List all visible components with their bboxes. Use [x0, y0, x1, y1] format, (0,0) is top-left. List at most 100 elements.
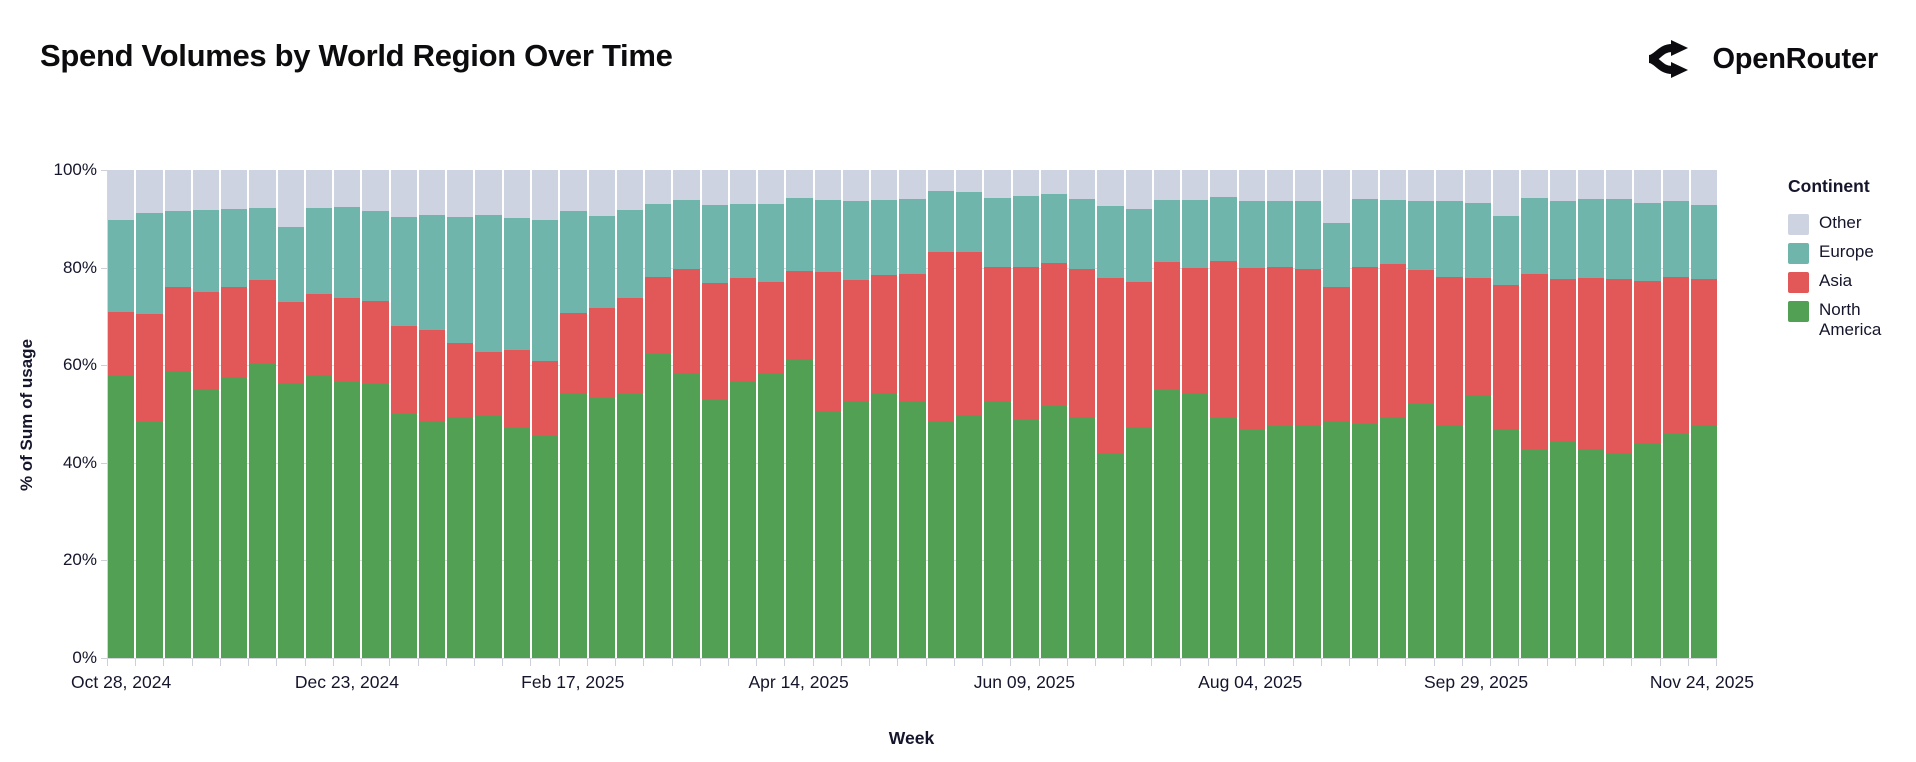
bar-segment-other[interactable] [249, 170, 276, 208]
bar-segment-europe[interactable] [1323, 223, 1350, 288]
bar-segment-north-america[interactable] [1577, 448, 1605, 658]
bar-segment-other[interactable] [531, 170, 559, 220]
bar-segment-other[interactable] [1153, 170, 1181, 200]
bar-segment-other[interactable] [701, 170, 728, 205]
bar-segment-europe[interactable] [1408, 200, 1435, 271]
bar-segment-other[interactable] [503, 170, 530, 219]
bar-segment-north-america[interactable] [927, 421, 954, 658]
bar-week-mar-10-2025[interactable] [645, 170, 672, 658]
bar-week-oct-27-2025[interactable] [1577, 170, 1605, 658]
bar-week-apr-28-2025[interactable] [842, 170, 870, 658]
bar-segment-north-america[interactable] [673, 373, 700, 658]
bar-segment-other[interactable] [1323, 170, 1350, 224]
bar-segment-asia[interactable] [899, 273, 926, 402]
bar-segment-asia[interactable] [1690, 279, 1718, 426]
bar-week-may-12-2025[interactable] [899, 170, 926, 658]
bar-segment-north-america[interactable] [475, 416, 502, 658]
bar-segment-north-america[interactable] [1351, 423, 1378, 658]
bar-week-oct-28-2024[interactable] [108, 170, 135, 658]
bar-segment-europe[interactable] [108, 220, 135, 313]
bar-segment-europe[interactable] [1436, 200, 1463, 278]
bar-week-jun-02-2025[interactable] [984, 170, 1011, 658]
bar-segment-asia[interactable] [1351, 266, 1378, 424]
bar-segment-asia[interactable] [842, 280, 870, 401]
bar-week-dec-02-2024[interactable] [249, 170, 276, 658]
bar-segment-europe[interactable] [729, 203, 757, 279]
bar-segment-asia[interactable] [1040, 263, 1068, 406]
bar-week-jun-16-2025[interactable] [1040, 170, 1068, 658]
bar-segment-asia[interactable] [927, 251, 954, 422]
bar-week-sep-08-2025[interactable] [1379, 170, 1407, 658]
bar-segment-other[interactable] [362, 170, 389, 211]
bar-segment-north-america[interactable] [842, 400, 870, 658]
bar-segment-europe[interactable] [842, 201, 870, 281]
bar-segment-other[interactable] [221, 170, 248, 210]
bar-segment-europe[interactable] [334, 207, 361, 298]
bar-segment-other[interactable] [136, 170, 163, 214]
bar-segment-north-america[interactable] [729, 380, 757, 658]
bar-segment-north-america[interactable] [1690, 425, 1718, 658]
bar-segment-europe[interactable] [1493, 216, 1520, 286]
bar-week-may-19-2025[interactable] [927, 170, 954, 658]
bar-week-oct-20-2025[interactable] [1549, 170, 1576, 658]
bar-segment-europe[interactable] [136, 213, 163, 314]
bar-segment-other[interactable] [1040, 170, 1068, 195]
bar-segment-other[interactable] [164, 170, 191, 211]
bar-week-nov-18-2024[interactable] [192, 170, 220, 658]
bar-segment-other[interactable] [927, 170, 954, 192]
bar-segment-europe[interactable] [221, 209, 248, 288]
bar-segment-other[interactable] [955, 170, 983, 192]
bar-segment-europe[interactable] [1606, 198, 1633, 280]
bar-segment-north-america[interactable] [1097, 453, 1124, 658]
bar-segment-europe[interactable] [701, 204, 728, 283]
bar-segment-north-america[interactable] [1182, 393, 1209, 658]
bar-segment-asia[interactable] [362, 300, 389, 384]
bar-segment-north-america[interactable] [1295, 424, 1322, 658]
bar-week-aug-11-2025[interactable] [1266, 170, 1294, 658]
bar-week-aug-18-2025[interactable] [1295, 170, 1322, 658]
bar-segment-asia[interactable] [701, 282, 728, 400]
bar-segment-asia[interactable] [1549, 279, 1576, 441]
bar-week-jun-30-2025[interactable] [1097, 170, 1124, 658]
bar-segment-other[interactable] [390, 170, 417, 217]
bar-segment-europe[interactable] [814, 199, 841, 272]
bar-segment-europe[interactable] [1210, 197, 1237, 262]
bar-segment-asia[interactable] [1012, 267, 1039, 421]
bar-segment-europe[interactable] [560, 210, 587, 314]
bar-segment-asia[interactable] [221, 287, 248, 378]
bar-segment-europe[interactable] [503, 218, 530, 351]
bar-segment-other[interactable] [334, 170, 361, 208]
bar-week-may-26-2025[interactable] [955, 170, 983, 658]
bar-segment-other[interactable] [1493, 170, 1520, 217]
bar-segment-europe[interactable] [955, 191, 983, 252]
bar-segment-europe[interactable] [1521, 197, 1548, 275]
bar-segment-other[interactable] [1549, 170, 1576, 201]
bar-segment-asia[interactable] [108, 312, 135, 376]
bar-segment-asia[interactable] [1069, 269, 1096, 417]
bar-segment-europe[interactable] [192, 210, 220, 292]
bar-segment-north-america[interactable] [447, 417, 474, 658]
bar-week-mar-31-2025[interactable] [729, 170, 757, 658]
bar-week-nov-17-2025[interactable] [1662, 170, 1689, 658]
bar-segment-other[interactable] [305, 170, 333, 209]
bar-segment-europe[interactable] [1153, 199, 1181, 263]
bar-week-aug-04-2025[interactable] [1238, 170, 1265, 658]
bar-segment-asia[interactable] [1125, 281, 1152, 428]
bar-segment-europe[interactable] [1549, 200, 1576, 280]
bar-week-sep-29-2025[interactable] [1464, 170, 1492, 658]
bar-segment-north-america[interactable] [362, 383, 389, 658]
bar-segment-other[interactable] [984, 170, 1011, 198]
bar-segment-europe[interactable] [1182, 200, 1209, 268]
bar-segment-other[interactable] [616, 170, 644, 211]
bar-week-nov-04-2024[interactable] [136, 170, 163, 658]
bar-segment-north-america[interactable] [277, 382, 304, 658]
bar-segment-asia[interactable] [390, 325, 417, 414]
bar-week-nov-24-2025[interactable] [1690, 170, 1718, 658]
bar-segment-europe[interactable] [871, 199, 898, 275]
bar-segment-north-america[interactable] [1125, 427, 1152, 658]
bar-segment-europe[interactable] [1379, 199, 1407, 265]
bar-segment-asia[interactable] [334, 297, 361, 382]
bar-segment-north-america[interactable] [1323, 421, 1350, 658]
bar-week-nov-10-2025[interactable] [1634, 170, 1661, 658]
bar-segment-asia[interactable] [475, 352, 502, 417]
